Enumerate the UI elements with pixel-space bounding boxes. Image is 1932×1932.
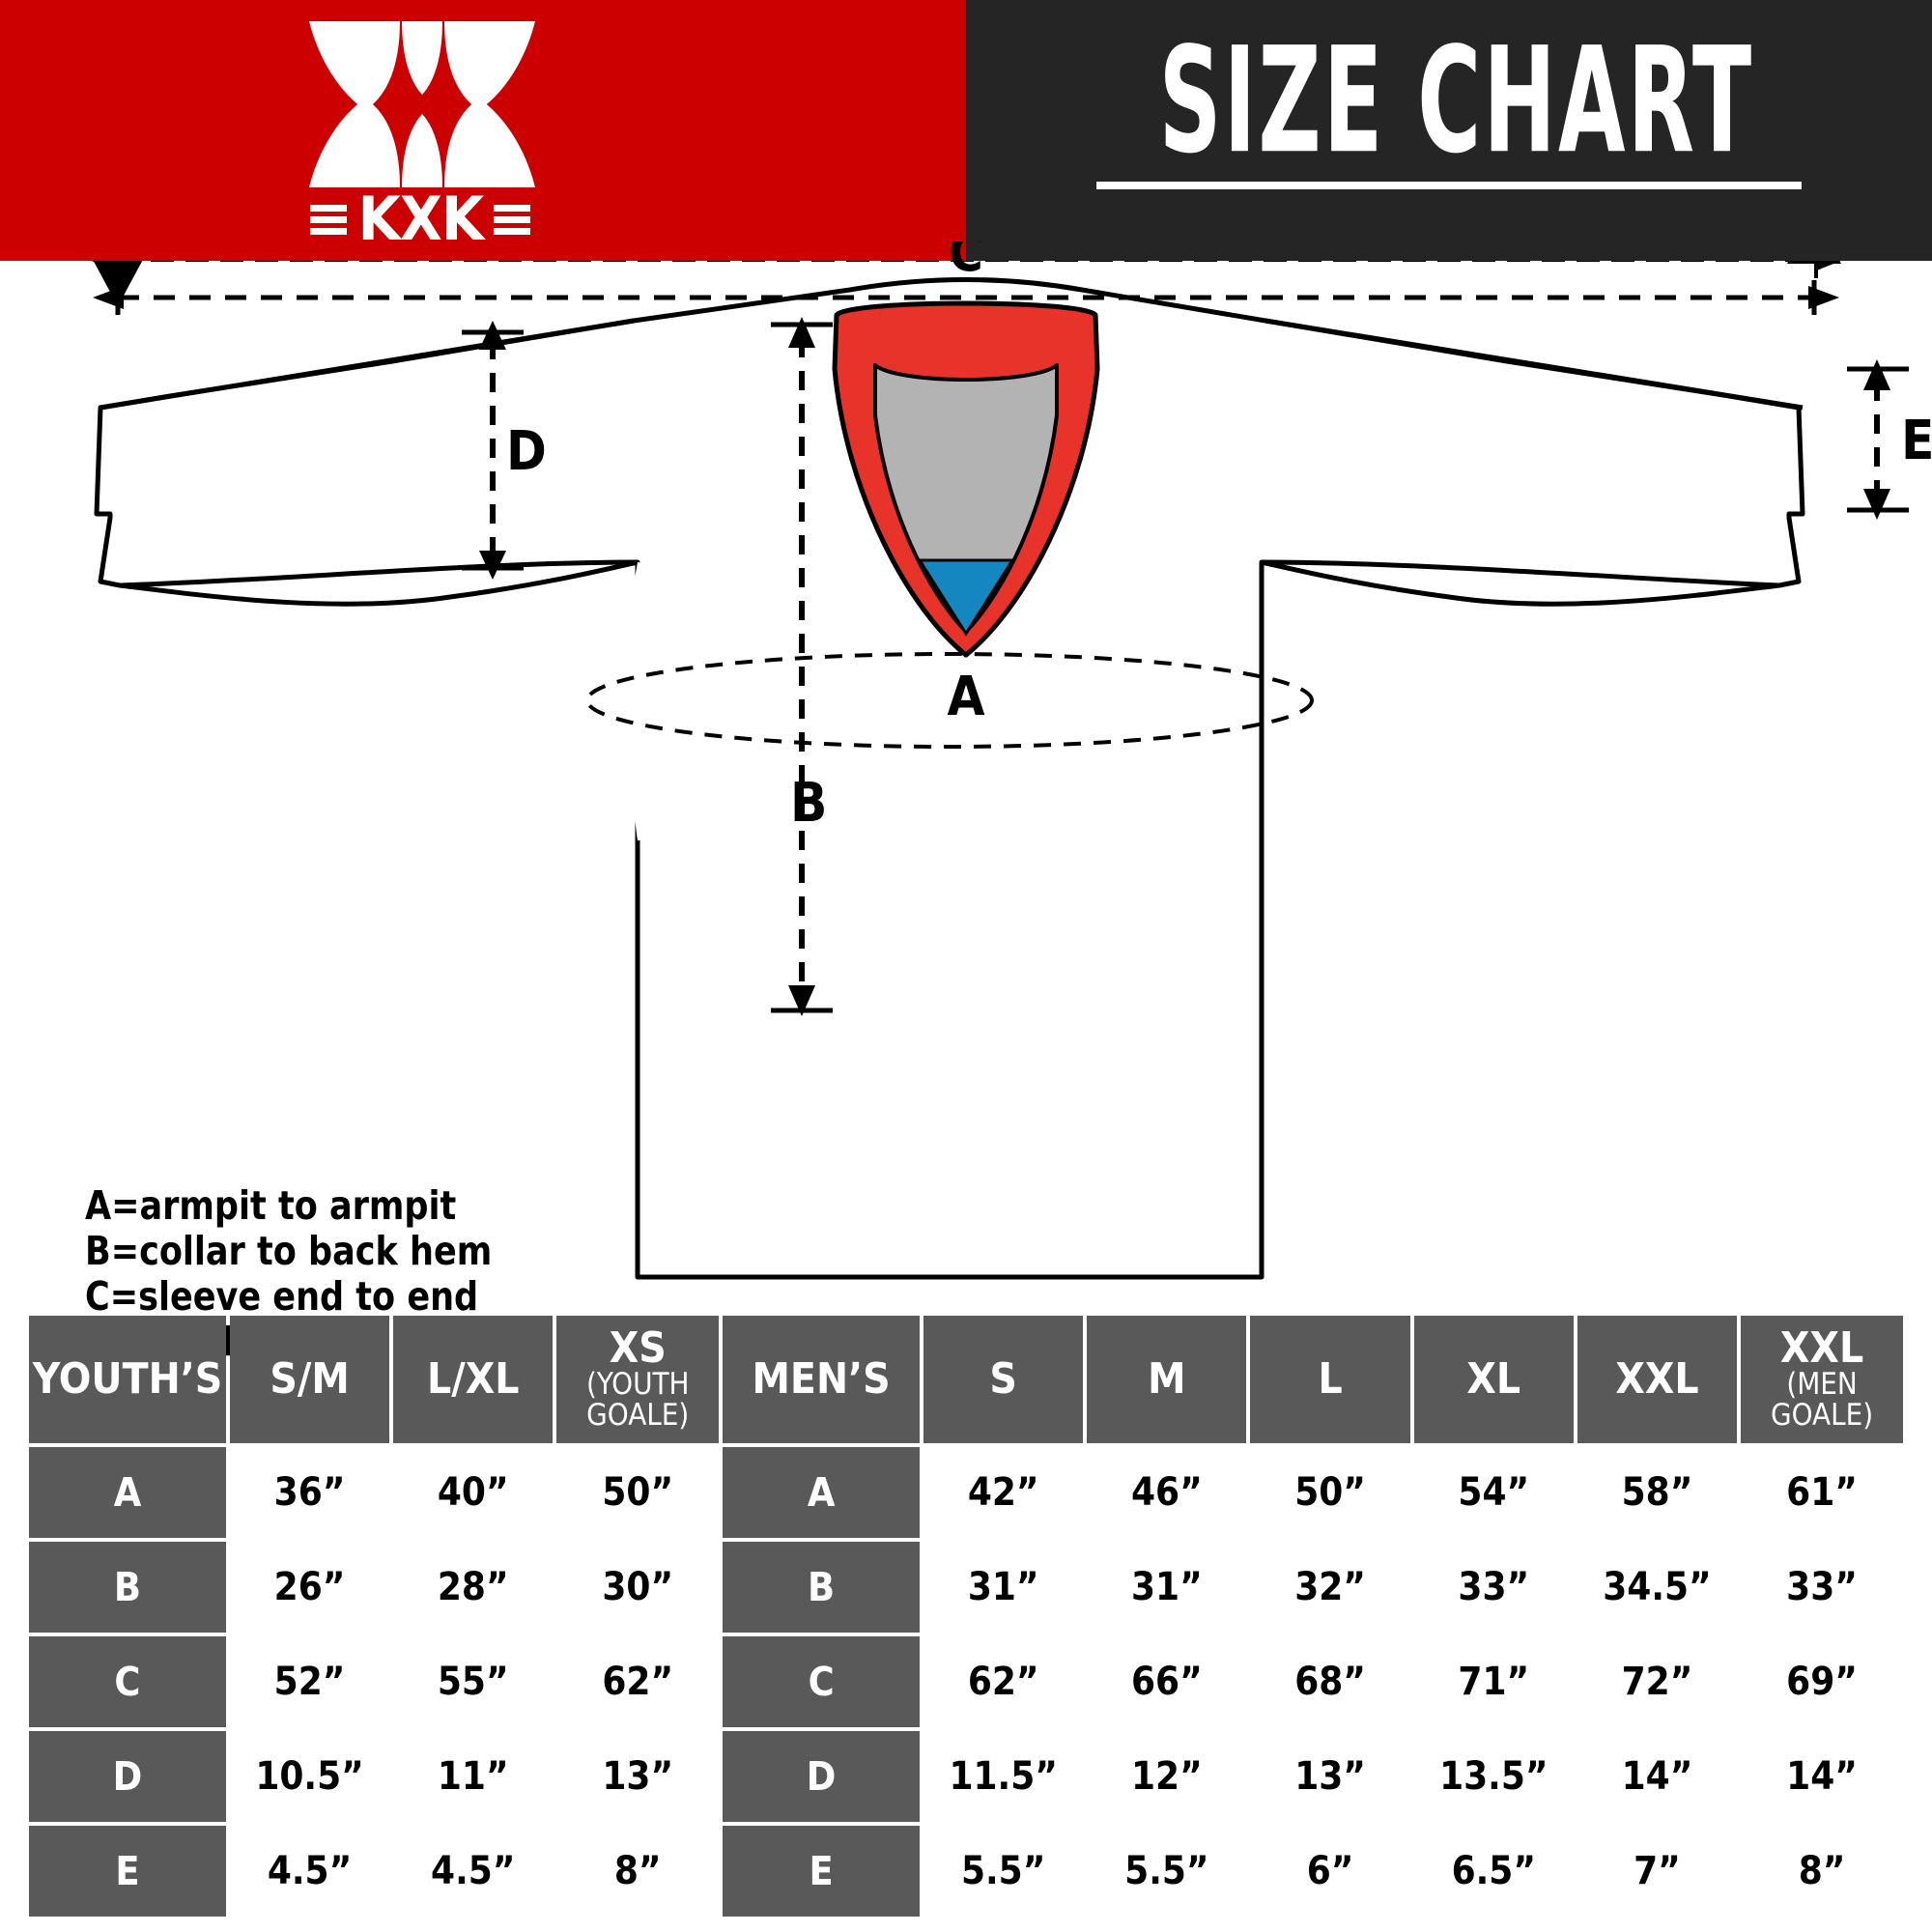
cell-mens-xxl-a: 58” bbox=[1577, 1447, 1738, 1538]
cell-mens-xl-a: 54” bbox=[1413, 1447, 1574, 1538]
cell-mens-l-b: 32” bbox=[1250, 1542, 1410, 1633]
size-table: YOUTH’S S/M L/XL XS (YOUTH GOALE) MEN’S bbox=[25, 1312, 1907, 1920]
cell-mens-m-b: 31” bbox=[1087, 1542, 1247, 1633]
cell-youth-lxl-a: 40” bbox=[393, 1447, 554, 1538]
legend-item-c: C=sleeve end to end bbox=[85, 1273, 479, 1320]
cell-youth-xs-d: 13” bbox=[556, 1731, 720, 1822]
cell-youth-xs-a: 50” bbox=[556, 1447, 720, 1538]
svg-text:C: C bbox=[949, 242, 983, 283]
cell-mens-s-d: 11.5” bbox=[923, 1731, 1084, 1822]
cell-mens-xxlg-c: 69” bbox=[1741, 1636, 1903, 1727]
cell-mens-l-d: 13” bbox=[1250, 1731, 1410, 1822]
table-row: A 36” 40” 50” A 42” 46” 50” 54” 58” 61” bbox=[29, 1447, 1903, 1538]
cell-mens-xxlg-d: 14” bbox=[1741, 1731, 1903, 1822]
brand-wordmark: KXK bbox=[357, 184, 484, 254]
cell-youth-xs-e: 8” bbox=[556, 1826, 720, 1917]
table-row: C 52” 55” 62” C 62” 66” 68” 71” 72” 69” bbox=[29, 1636, 1903, 1727]
cell-mens-l-c: 68” bbox=[1250, 1636, 1410, 1727]
cell-mens-xxlg-a: 61” bbox=[1741, 1447, 1903, 1538]
header-youth-lxl: L/XL bbox=[393, 1316, 554, 1443]
collar-insert bbox=[917, 558, 1015, 637]
page-title: SIZE CHART bbox=[1158, 16, 1754, 186]
cell-mens-s-e: 5.5” bbox=[923, 1826, 1084, 1917]
brand-logo: KXK bbox=[280, 17, 560, 249]
header-youth-xs-goale: XS (YOUTH GOALE) bbox=[556, 1316, 720, 1443]
legend-item-a: A=armpit to armpit bbox=[85, 1182, 457, 1229]
logo-left-bars-icon bbox=[309, 204, 347, 235]
cell-mens-xxl-b: 34.5” bbox=[1577, 1542, 1738, 1633]
cell-youth-lxl-e: 4.5” bbox=[393, 1826, 554, 1917]
page-title-block: SIZE CHART bbox=[1077, 16, 1821, 189]
cell-mens-xl-e: 6.5” bbox=[1413, 1826, 1574, 1917]
cell-youth-lxl-c: 55” bbox=[393, 1636, 554, 1727]
row-label-mens-e: E bbox=[723, 1826, 921, 1917]
row-label-mens-a: A bbox=[723, 1447, 921, 1538]
header-youth-sm: S/M bbox=[229, 1316, 390, 1443]
row-label-mens-b: B bbox=[723, 1542, 921, 1633]
legend-item-b: B=collar to back hem bbox=[85, 1228, 493, 1274]
row-label-mens-d: D bbox=[723, 1731, 921, 1822]
cell-mens-xl-b: 33” bbox=[1413, 1542, 1574, 1633]
dimension-label-b: B bbox=[790, 772, 827, 835]
cell-mens-xl-c: 71” bbox=[1413, 1636, 1574, 1727]
header-brand-panel: KXK bbox=[0, 0, 966, 261]
row-label-mens-c: C bbox=[723, 1636, 921, 1727]
table-row: E 4.5” 4.5” 8” E 5.5” 5.5” 6” 6.5” 7” 8” bbox=[29, 1826, 1903, 1917]
cell-mens-m-e: 5.5” bbox=[1087, 1826, 1247, 1917]
cell-mens-xxlg-e: 8” bbox=[1741, 1826, 1903, 1917]
dimension-label-e: E bbox=[1901, 410, 1932, 472]
row-label-youth-e: E bbox=[29, 1826, 226, 1917]
cell-youth-xs-b: 30” bbox=[556, 1542, 720, 1633]
size-table-wrapper: YOUTH’S S/M L/XL XS (YOUTH GOALE) MEN’S bbox=[25, 1312, 1907, 1920]
header-mens-s: S bbox=[923, 1316, 1084, 1443]
collar-inner bbox=[873, 363, 1059, 634]
cell-youth-sm-d: 10.5” bbox=[229, 1731, 390, 1822]
header-youths: YOUTH’S bbox=[29, 1316, 226, 1443]
header-mens-m: M bbox=[1087, 1316, 1247, 1443]
header-mens-l: L bbox=[1250, 1316, 1410, 1443]
cell-mens-xxl-d: 14” bbox=[1577, 1731, 1738, 1822]
header-mens-xxl-goale: XXL (MEN GOALE) bbox=[1741, 1316, 1903, 1443]
row-label-youth-d: D bbox=[29, 1731, 226, 1822]
logo-right-bars-icon bbox=[494, 204, 531, 235]
cell-mens-xxl-e: 7” bbox=[1577, 1826, 1738, 1917]
cell-mens-xxl-c: 72” bbox=[1577, 1636, 1738, 1727]
dimension-label-a: A bbox=[948, 666, 985, 728]
header-mens-xl: XL bbox=[1413, 1316, 1574, 1443]
cell-youth-lxl-d: 11” bbox=[393, 1731, 554, 1822]
row-label-youth-a: A bbox=[29, 1447, 226, 1538]
header-mens-xxl: XXL bbox=[1577, 1316, 1738, 1443]
cell-youth-sm-b: 26” bbox=[229, 1542, 390, 1633]
kxk-hourglass-logo-icon bbox=[301, 17, 543, 191]
cell-mens-xl-d: 13.5” bbox=[1413, 1731, 1574, 1822]
jersey-diagram: D B A E C C bbox=[0, 242, 1932, 1410]
cell-youth-xs-c: 62” bbox=[556, 1636, 720, 1727]
cell-mens-m-a: 46” bbox=[1087, 1447, 1247, 1538]
row-label-youth-c: C bbox=[29, 1636, 226, 1727]
row-label-youth-b: B bbox=[29, 1542, 226, 1633]
cell-mens-s-a: 42” bbox=[923, 1447, 1084, 1538]
cell-mens-s-b: 31” bbox=[923, 1542, 1084, 1633]
cell-mens-l-a: 50” bbox=[1250, 1447, 1410, 1538]
dimension-label-d: D bbox=[506, 420, 547, 483]
cell-mens-m-d: 12” bbox=[1087, 1731, 1247, 1822]
cell-youth-sm-e: 4.5” bbox=[229, 1826, 390, 1917]
cell-youth-lxl-b: 28” bbox=[393, 1542, 554, 1633]
table-header-row: YOUTH’S S/M L/XL XS (YOUTH GOALE) MEN’S bbox=[29, 1316, 1903, 1443]
header-mens: MEN’S bbox=[723, 1316, 921, 1443]
table-row: D 10.5” 11” 13” D 11.5” 12” 13” 13.5” 14… bbox=[29, 1731, 1903, 1822]
cell-mens-xxlg-b: 33” bbox=[1741, 1542, 1903, 1633]
cell-youth-sm-a: 36” bbox=[229, 1447, 390, 1538]
header-title-panel: SIZE CHART bbox=[966, 0, 1932, 261]
page-header: KXK SIZE CHART bbox=[0, 0, 1932, 261]
table-row: B 26” 28” 30” B 31” 31” 32” 33” 34.5” 33… bbox=[29, 1542, 1903, 1633]
cell-mens-s-c: 62” bbox=[923, 1636, 1084, 1727]
brand-wordmark-row: KXK bbox=[280, 189, 560, 249]
cell-youth-sm-c: 52” bbox=[229, 1636, 390, 1727]
title-underline bbox=[1096, 182, 1802, 189]
cell-mens-l-e: 6” bbox=[1250, 1826, 1410, 1917]
cell-mens-m-c: 66” bbox=[1087, 1636, 1247, 1727]
